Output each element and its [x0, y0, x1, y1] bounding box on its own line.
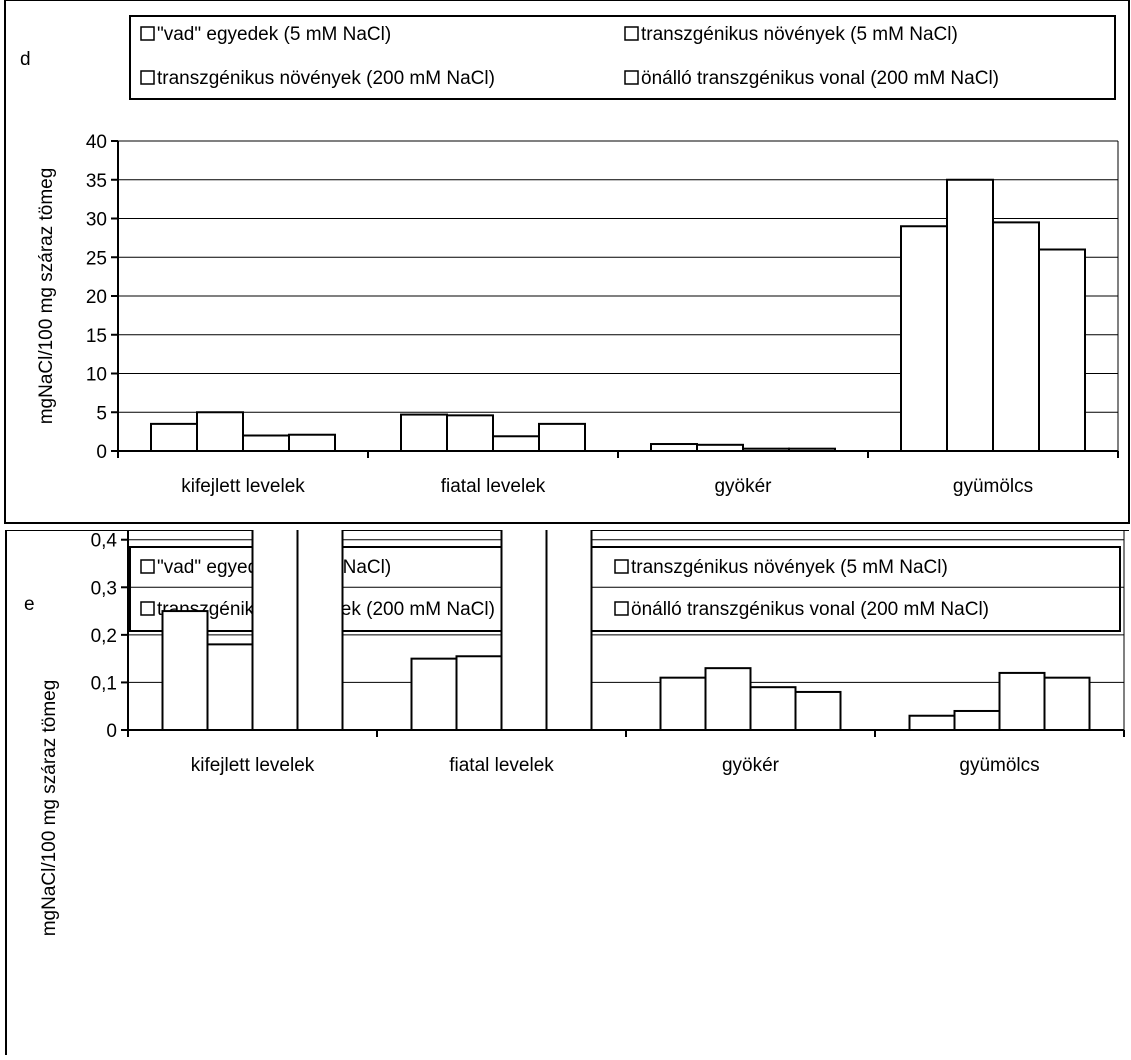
- y-axis-label: mgNaCl/100 mg száraz tömeg: [39, 680, 60, 937]
- y-tick-label: 0,1: [91, 673, 117, 694]
- legend-frame: [129, 15, 1116, 100]
- bar: [492, 435, 540, 452]
- y-tick-label: 35: [86, 171, 107, 192]
- y-tick-label: 0,3: [91, 578, 117, 599]
- bar: [242, 434, 290, 452]
- bar: [794, 690, 842, 731]
- x-tick-label: kifejlett levelek: [191, 755, 315, 776]
- legend-swatch: [624, 26, 639, 41]
- y-tick-label: 30: [86, 210, 107, 231]
- bar: [659, 676, 707, 732]
- legend-swatch: [624, 70, 639, 85]
- bar: [150, 422, 198, 452]
- y-tick-label: 0: [106, 721, 117, 742]
- bar: [908, 714, 956, 732]
- x-tick-label: gyökér: [714, 476, 772, 497]
- bar: [1038, 248, 1086, 452]
- legend-entry: transzgénikus növények (200 mM NaCl): [157, 68, 495, 89]
- bar: [946, 178, 994, 452]
- bar: [998, 671, 1046, 732]
- plot-area: 0 5 10 15 20 25 30 35 40 kifejlett levelek fiatal …: [86, 132, 1119, 497]
- bar: [992, 221, 1040, 452]
- chart-d: d "vad" egyedek (5 mM NaCl) transzgéniku…: [4, 0, 1130, 524]
- bar: [400, 413, 448, 453]
- y-tick-label: 0,4: [91, 531, 118, 552]
- legend-entry: "vad" egyedek (5 mM NaCl): [157, 24, 391, 45]
- chart-panel-e: e "vad" egyedek (5 mM NaCl) transzgéniku…: [0, 388, 1131, 1055]
- bar: [206, 643, 254, 731]
- y-tick-label: 0: [96, 442, 107, 463]
- x-tick-label: fiatal levelek: [449, 755, 554, 776]
- legend: "vad" egyedek (5 mM NaCl) transzgénikus …: [129, 15, 1116, 100]
- bar: [650, 443, 698, 452]
- legend-swatch: [614, 559, 629, 574]
- bar: [410, 657, 458, 731]
- legend-swatch: [140, 26, 155, 41]
- bar: [704, 667, 752, 732]
- chart-e: e "vad" egyedek (5 mM NaCl) transzgéniku…: [5, 388, 1129, 1055]
- x-tick-label: gyümölcs: [953, 476, 1033, 497]
- y-tick-label: 20: [86, 287, 107, 308]
- bar: [545, 486, 593, 732]
- y-axis-label: mgNaCl/100 mg száraz tömeg: [36, 168, 57, 425]
- legend-swatch: [140, 601, 155, 616]
- x-tick-label: kifejlett levelek: [181, 476, 305, 497]
- legend-entry: transzgénikus növények (5 mM NaCl): [631, 557, 948, 578]
- y-tick-label: 0,2: [91, 626, 117, 647]
- bar: [196, 411, 244, 452]
- bar: [251, 419, 299, 732]
- y-tick-label: 10: [86, 365, 107, 386]
- legend-swatch: [614, 601, 629, 616]
- legend-entry: önálló transzgénikus vonal (200 mM NaCl): [641, 68, 999, 89]
- x-tick-label: fiatal levelek: [441, 476, 546, 497]
- bar: [1043, 676, 1091, 732]
- x-tick-label: gyökér: [722, 755, 780, 776]
- x-tick-label: gyümölcs: [959, 755, 1039, 776]
- panel-label: d: [20, 49, 31, 70]
- bar: [446, 414, 494, 453]
- bar: [296, 443, 344, 731]
- legend-swatch: [140, 559, 155, 574]
- panel-label: e: [24, 594, 35, 615]
- y-tick-label: 40: [86, 132, 107, 153]
- bar: [953, 709, 1001, 732]
- bar: [749, 686, 797, 731]
- y-tick-label: 15: [86, 326, 107, 347]
- bar: [500, 472, 548, 731]
- bar: [455, 655, 503, 731]
- bar: [288, 433, 336, 453]
- chart-panel-d: d "vad" egyedek (5 mM NaCl) transzgéniku…: [0, 0, 1131, 525]
- y-tick-label: 5: [96, 403, 107, 424]
- legend-swatch: [140, 70, 155, 85]
- y-tick-label: 25: [86, 248, 107, 269]
- bar: [538, 422, 586, 452]
- legend-entry: önálló transzgénikus vonal (200 mM NaCl): [631, 599, 989, 620]
- bar: [900, 225, 948, 452]
- legend-entry: transzgénikus növények (5 mM NaCl): [641, 24, 958, 45]
- panel-frame: [4, 0, 1130, 524]
- bar: [161, 610, 209, 731]
